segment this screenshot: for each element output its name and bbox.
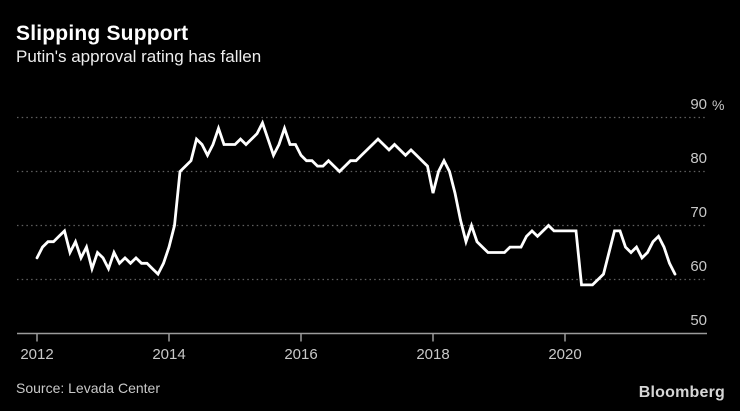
approval-line-series: [35, 119, 677, 287]
chart-title: Slipping Support: [16, 22, 189, 45]
y-tick-label-50: 50: [690, 311, 707, 329]
y-tick-label-60: 60: [690, 257, 707, 275]
x-tick-label-2012: 2012: [20, 346, 54, 363]
x-tick-label-2020: 2020: [548, 346, 582, 363]
approval-line: [35, 119, 677, 287]
source-note: Source: Levada Center: [16, 380, 160, 396]
x-tick-label-2014: 2014: [152, 346, 186, 363]
chart-subtitle: Putin's approval rating has fallen: [16, 47, 262, 66]
y-tick-label-90: 90: [690, 95, 707, 113]
x-tick-label-2016: 2016: [284, 346, 318, 363]
x-axis: [17, 332, 707, 342]
bloomberg-logo: Bloomberg: [638, 384, 725, 401]
x-tick-label-2018: 2018: [416, 346, 450, 363]
y-tick-label-80: 80: [690, 149, 707, 167]
y-axis-unit-percent: %: [712, 96, 725, 113]
gridlines: [17, 116, 707, 281]
y-tick-label-70: 70: [690, 203, 707, 221]
